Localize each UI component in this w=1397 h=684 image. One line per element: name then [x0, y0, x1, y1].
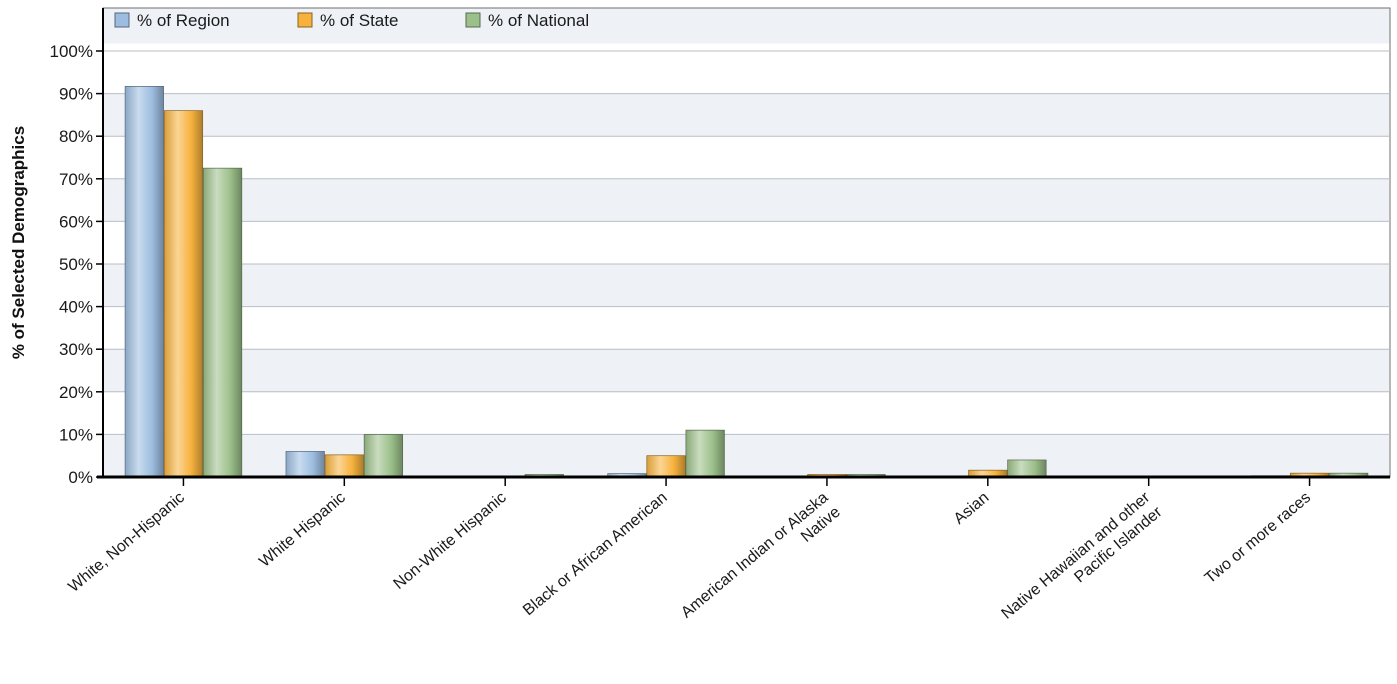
- y-tick-label: 60%: [59, 212, 93, 231]
- y-tick-label: 90%: [59, 85, 93, 104]
- x-category-label: Two or more races: [1202, 489, 1314, 587]
- legend-swatch-of-region: [115, 13, 129, 27]
- y-tick-label: 80%: [59, 127, 93, 146]
- legend-label-of-state: % of State: [320, 11, 398, 30]
- bar-of-state-white-hispanic: [325, 455, 364, 477]
- bar-of-national-white-hispanic: [364, 434, 403, 477]
- x-category-label: White, Non-Hispanic: [65, 489, 188, 596]
- x-category-label: Native Hawaiian and otherPacific Islande…: [999, 489, 1166, 638]
- bar-of-national-black-or-african-american: [686, 430, 725, 477]
- y-tick-label: 10%: [59, 425, 93, 444]
- legend-swatch-of-national: [466, 13, 480, 27]
- legend-band: [104, 9, 1390, 44]
- bar-of-national-white-non-hispanic: [203, 168, 242, 477]
- x-category-label: White Hispanic: [256, 489, 349, 571]
- plot-background: [103, 8, 1390, 477]
- bar-of-national-asian: [1008, 460, 1047, 477]
- grid-band: [104, 264, 1389, 307]
- legend: % of Region % of State % of National: [115, 11, 589, 30]
- y-tick-label: 0%: [68, 468, 93, 487]
- y-tick-label: 40%: [59, 298, 93, 317]
- y-tick-label: 50%: [59, 255, 93, 274]
- grid-band: [104, 179, 1389, 222]
- plot-area: [103, 8, 1390, 477]
- bar-of-state-white-non-hispanic: [164, 111, 203, 477]
- bar-of-region-white-hispanic: [286, 451, 325, 477]
- y-tick-labels: 0% 10% 20% 30% 40% 50% 60% 70% 80% 90% 100%: [50, 42, 103, 487]
- x-category-label: Asian: [951, 489, 993, 528]
- x-category-label: Black or African American: [520, 489, 671, 619]
- legend-label-of-national: % of National: [488, 11, 589, 30]
- grid-band: [104, 94, 1389, 137]
- y-tick-label: 30%: [59, 340, 93, 359]
- legend-swatch-of-state: [298, 13, 312, 27]
- x-category-labels: White, Non-Hispanic White Hispanic Non-Whi…: [65, 477, 1314, 637]
- grid-band: [104, 349, 1389, 392]
- x-category-label: American Indian or AlaskaNative: [678, 489, 844, 636]
- y-tick-label: 100%: [50, 42, 93, 61]
- legend-label-of-region: % of Region: [137, 11, 230, 30]
- bar-of-state-black-or-african-american: [647, 456, 686, 477]
- bar-of-region-white-non-hispanic: [125, 86, 163, 477]
- y-tick-label: 20%: [59, 383, 93, 402]
- y-tick-label: 70%: [59, 170, 93, 189]
- x-category-label: Non-White Hispanic: [391, 489, 510, 593]
- y-axis-title: % of Selected Demographics: [9, 126, 28, 359]
